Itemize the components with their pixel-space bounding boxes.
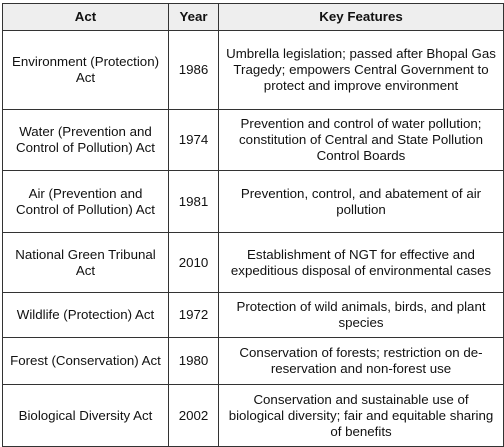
year-cell: 2002 (168, 384, 219, 447)
key-features-cell: Conservation and sustainable use of biol… (218, 384, 504, 447)
act-name-cell: Water (Prevention and Control of Polluti… (2, 109, 169, 171)
year-cell: 2010 (168, 232, 219, 293)
table-row: Biological Diversity Act 2002 Conservati… (2, 384, 504, 447)
year-cell: 1980 (168, 337, 219, 385)
act-name-cell: Forest (Conservation) Act (2, 337, 169, 385)
act-name-cell: National Green Tribunal Act (2, 232, 169, 293)
act-name-cell: Environment (Protection) Act (2, 30, 169, 110)
table-row: Forest (Conservation) Act 1980 Conservat… (2, 337, 504, 385)
table-row: National Green Tribunal Act 2010 Establi… (2, 232, 504, 293)
key-features-cell: Umbrella legislation; passed after Bhopa… (218, 30, 504, 110)
table-row: Environment (Protection) Act 1986 Umbrel… (2, 30, 504, 110)
key-features-cell: Establishment of NGT for effective and e… (218, 232, 504, 293)
act-name-cell: Air (Prevention and Control of Pollution… (2, 170, 169, 233)
table-row: Water (Prevention and Control of Polluti… (2, 109, 504, 171)
year-cell: 1981 (168, 170, 219, 233)
act-name-cell: Wildlife (Protection) Act (2, 292, 169, 338)
table-row: Wildlife (Protection) Act 1972 Protectio… (2, 292, 504, 338)
key-features-cell: Prevention, control, and abatement of ai… (218, 170, 504, 233)
column-header-act: Act (2, 3, 169, 31)
key-features-cell: Conservation of forests; restriction on … (218, 337, 504, 385)
year-cell: 1972 (168, 292, 219, 338)
table-header-row: Act Year Key Features (2, 3, 504, 31)
year-cell: 1986 (168, 30, 219, 110)
column-header-year: Year (168, 3, 219, 31)
column-header-key-features: Key Features (218, 3, 504, 31)
year-cell: 1974 (168, 109, 219, 171)
key-features-cell: Prevention and control of water pollutio… (218, 109, 504, 171)
environmental-acts-table: Act Year Key Features Environment (Prote… (2, 3, 504, 447)
table-row: Air (Prevention and Control of Pollution… (2, 170, 504, 233)
key-features-cell: Protection of wild animals, birds, and p… (218, 292, 504, 338)
act-name-cell: Biological Diversity Act (2, 384, 169, 447)
